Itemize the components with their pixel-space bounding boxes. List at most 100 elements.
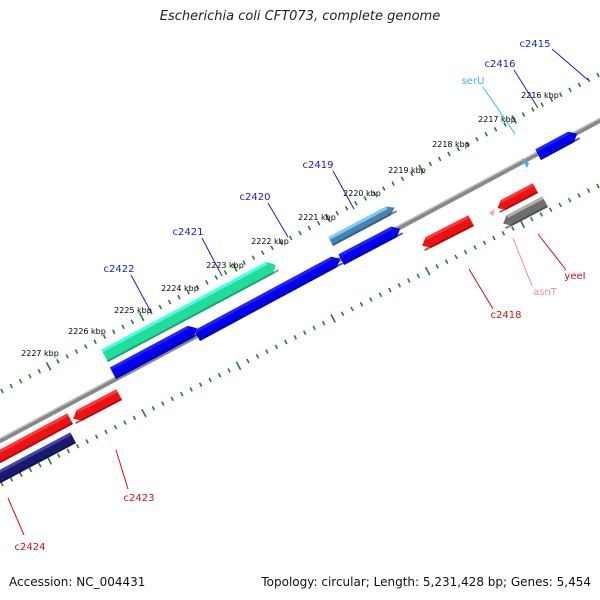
minor-tick: [492, 235, 496, 241]
minor-tick: [567, 197, 572, 203]
minor-tick: [28, 373, 32, 379]
scale-label: 2226 kbp: [68, 327, 106, 336]
scale-label: 2227 kbp: [21, 349, 59, 358]
minor-tick: [177, 294, 181, 300]
minor-tick: [444, 259, 449, 265]
minor-tick: [465, 141, 470, 147]
minor-tick: [195, 284, 200, 290]
major-tick: [141, 408, 147, 418]
minor-tick: [456, 146, 461, 152]
minor-tick: [19, 472, 23, 477]
minor-tick: [428, 161, 433, 167]
gene-c2417-body: [503, 196, 548, 226]
minor-tick: [38, 462, 42, 468]
minor-tick: [540, 102, 544, 107]
minor-tick: [223, 270, 228, 275]
gene-c2419-shadow: [332, 210, 397, 246]
minor-tick: [340, 311, 345, 317]
gene-label-c2419: c2419: [303, 160, 334, 171]
minor-tick: [186, 289, 190, 295]
minor-tick: [0, 481, 4, 487]
minor-tick: [85, 439, 89, 444]
minor-tick: [288, 235, 293, 241]
scale-label: 2222 kbp: [251, 237, 289, 246]
gene-c2417: [503, 196, 548, 229]
minor-tick: [189, 387, 193, 392]
gene-c2415-highlight: [535, 131, 570, 153]
gene-serU: [521, 158, 529, 168]
minor-tick: [548, 207, 553, 212]
gene-label-c2421: c2421: [173, 227, 204, 238]
gene-yeeI: [497, 183, 538, 213]
gene-c2423: [73, 389, 122, 424]
minor-tick: [75, 443, 80, 449]
gene-c2422-body: [101, 261, 276, 362]
minor-tick: [354, 201, 358, 206]
leader-line-c2418: [468, 268, 494, 310]
minor-tick: [18, 378, 23, 384]
minor-tick: [503, 122, 507, 127]
minor-tick: [113, 424, 118, 430]
minor-tick: [214, 275, 218, 280]
minor-tick: [130, 319, 135, 325]
scale-label: 2221 kbp: [298, 213, 336, 222]
gene-c2418: [422, 215, 474, 251]
minor-tick: [284, 339, 288, 345]
minor-tick: [151, 405, 156, 411]
gene-c2415: [535, 131, 580, 160]
minor-tick: [463, 249, 468, 255]
scale-label: 2225 kbp: [114, 306, 152, 315]
gene-label-c2420: c2420: [240, 192, 271, 203]
minor-tick: [531, 107, 535, 112]
gene-c2419: [328, 206, 397, 246]
gene-label-c2415: c2415: [520, 39, 551, 50]
minor-tick: [511, 226, 515, 231]
minor-tick: [397, 283, 402, 288]
minor-tick: [475, 136, 479, 142]
minor-tick: [586, 188, 591, 194]
scale-label: 2224 kbp: [161, 284, 199, 293]
minor-tick: [307, 225, 312, 231]
minor-tick: [559, 92, 563, 98]
minor-tick: [493, 126, 498, 132]
gene-asnT: [489, 209, 495, 216]
minor-tick: [242, 260, 246, 265]
gene-c2421-highlight: [109, 325, 190, 371]
minor-tick: [558, 202, 562, 208]
minor-tick: [37, 368, 41, 374]
major-tick: [231, 263, 238, 272]
minor-tick: [167, 299, 172, 305]
minor-tick: [102, 334, 107, 340]
gene-c2417-highlight: [506, 196, 544, 218]
minor-tick: [57, 453, 61, 458]
leader-line-c2424: [7, 497, 25, 536]
minor-tick: [312, 325, 316, 331]
leader-line-asnT: [512, 237, 533, 287]
minor-tick: [473, 245, 477, 250]
gene-c2415-body: [535, 131, 578, 160]
outer-tick-line: [0, 72, 600, 394]
minor-tick: [435, 264, 439, 269]
gene-label-c2424: c2424: [15, 542, 46, 553]
major-tick: [418, 164, 424, 174]
minor-tick: [56, 359, 60, 364]
minor-tick: [484, 131, 488, 137]
gene-c2420-highlight: [194, 256, 333, 334]
minor-tick: [501, 230, 506, 236]
minor-tick: [227, 368, 231, 373]
minor-tick: [410, 171, 414, 177]
gene-c2424-red: [0, 413, 73, 464]
gene-label-yeeI: yeeI: [564, 271, 585, 282]
inner-tick-line: [0, 183, 600, 487]
minor-tick: [74, 349, 79, 354]
gene-c2420-shadow: [199, 262, 343, 341]
minor-tick: [369, 297, 373, 302]
leader-line-c2422: [130, 274, 152, 313]
scale-label: 2219 kbp: [388, 166, 426, 175]
gene-label-c2423: c2423: [124, 493, 155, 504]
minor-tick: [350, 306, 354, 312]
gene-yeeI-shadow: [499, 191, 538, 213]
major-tick: [511, 115, 518, 124]
minor-tick: [66, 448, 70, 454]
